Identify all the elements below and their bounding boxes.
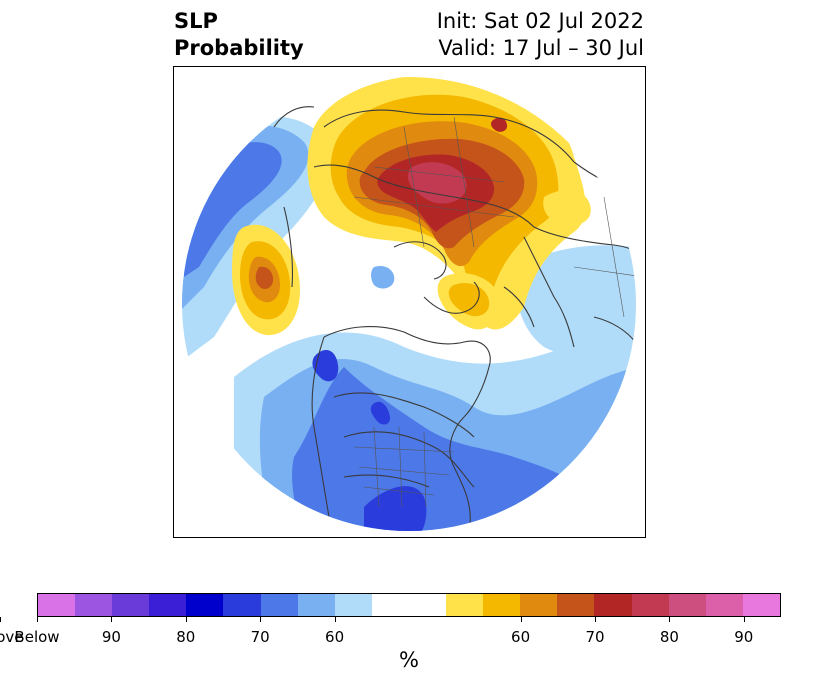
colorbar-segment xyxy=(483,594,521,616)
above-region-scandinavia-55 xyxy=(543,190,591,226)
colorbar-segment xyxy=(594,594,632,616)
below-region-central-70 xyxy=(370,401,391,425)
colorbar-tick-label: 60 xyxy=(511,628,531,646)
map-title: SLP Probability xyxy=(174,8,304,62)
colorbar-tick-label: 80 xyxy=(659,628,679,646)
colorbar-segment xyxy=(557,594,595,616)
colorbar-tick-mark xyxy=(0,617,1,622)
colorbar-tick-label: 60 xyxy=(325,628,345,646)
colorbar-tick-label: 80 xyxy=(176,628,196,646)
colorbar-segment xyxy=(631,594,669,616)
colorbar-segment xyxy=(446,594,484,616)
title-variable: SLP xyxy=(174,9,218,33)
coastlines xyxy=(273,106,636,531)
colorbar-segment xyxy=(297,594,335,616)
colorbar-tick-mark xyxy=(520,617,522,622)
colorbar-tick-label: Below xyxy=(14,628,60,646)
colorbar-segment xyxy=(371,594,447,616)
map-dates: Init: Sat 02 Jul 2022 Valid: 17 Jul – 30… xyxy=(437,8,644,62)
colorbar-segment xyxy=(75,594,113,616)
colorbar-tick-mark xyxy=(669,617,671,622)
colorbar-tick-mark xyxy=(111,617,113,622)
colorbar-segment xyxy=(223,594,261,616)
map-panel xyxy=(173,66,646,538)
title-type: Probability xyxy=(174,36,304,60)
colorbar-segment xyxy=(334,594,372,616)
colorbar-segment xyxy=(112,594,150,616)
colorbar-segment xyxy=(705,594,743,616)
colorbar-tick-label: Above xyxy=(0,628,24,646)
colorbar-segment xyxy=(186,594,224,616)
above-region-siberia-80 xyxy=(491,117,508,132)
colorbar-tick-label: 90 xyxy=(101,628,121,646)
colorbar-segment xyxy=(38,594,76,616)
colorbar-unit-label: % xyxy=(399,648,419,672)
below-region-west-70 xyxy=(312,350,339,382)
colorbar-tick-mark xyxy=(37,617,38,622)
colorbar-segment xyxy=(520,594,558,616)
colorbar-tick-mark xyxy=(595,617,596,622)
below-region-southeast-70 xyxy=(364,486,427,531)
colorbar-segment xyxy=(668,594,706,616)
colorbar-tick-mark xyxy=(260,617,262,622)
colorbar-segment xyxy=(149,594,187,616)
colorbar-tick-label: 70 xyxy=(250,628,270,646)
colorbar-tick-label: 90 xyxy=(734,628,754,646)
above-region-pacific-70 xyxy=(255,266,274,289)
borders xyxy=(353,116,636,508)
colorbar-tick-mark xyxy=(743,617,745,622)
colorbar xyxy=(37,593,781,617)
probability-map xyxy=(182,77,636,531)
colorbar-segment xyxy=(260,594,298,616)
init-date: Init: Sat 02 Jul 2022 xyxy=(436,9,644,33)
colorbar-tick-label: 70 xyxy=(585,628,605,646)
valid-range: Valid: 17 Jul – 30 Jul xyxy=(438,36,644,60)
colorbar-segment xyxy=(742,594,780,616)
below-region-small-light xyxy=(371,265,395,289)
colorbar-tick-mark xyxy=(334,617,336,622)
below-region-europe-light xyxy=(514,245,636,367)
colorbar-tick-mark xyxy=(185,617,187,622)
